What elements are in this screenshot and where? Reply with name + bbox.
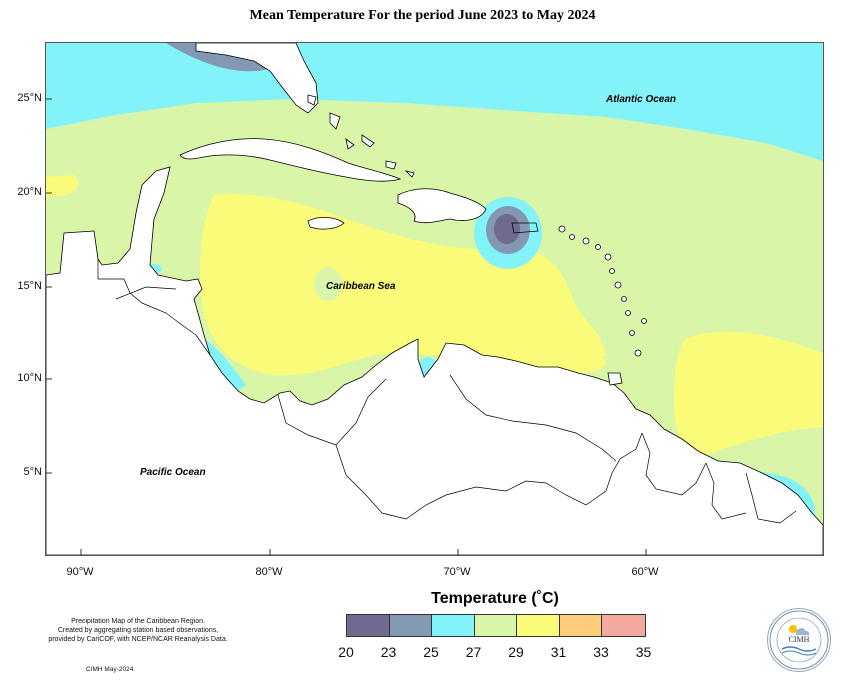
legend-tick-label: 23	[380, 644, 397, 660]
frame-ticks	[46, 98, 647, 555]
land-hispaniola	[397, 188, 487, 224]
contour-29-31-yucatan	[46, 175, 79, 197]
lon-label-80w: 80°W	[255, 566, 283, 578]
label-caribbean-sea: Caribbean Sea	[326, 281, 396, 292]
map-credit: CIMH May-2024	[86, 666, 134, 673]
land-mainland	[46, 166, 823, 555]
lon-label-70w: 70°W	[443, 566, 471, 578]
legend-tick-label: 31	[550, 644, 567, 660]
temperature-map-canvas	[46, 43, 823, 555]
contour-20-23-puerto-rico	[494, 214, 520, 244]
legend-tick-label: 25	[423, 644, 439, 660]
legend-swatch	[474, 615, 517, 636]
legend-tick-label: 33	[593, 644, 609, 660]
land-lesser-antilles	[558, 225, 647, 386]
contour-25-27-atlantic	[46, 43, 823, 161]
legend-tick-label: 35	[635, 644, 652, 660]
label-atlantic-ocean: Atlantic Ocean	[606, 94, 677, 105]
caption-line: Created by aggregating station based obs…	[57, 627, 219, 634]
contour-29-31-antilles	[556, 340, 606, 374]
legend-swatch	[602, 615, 645, 636]
land-florida	[195, 43, 319, 114]
legend-tick-label: 27	[465, 644, 482, 660]
lat-label-15n: 15°N	[17, 280, 42, 292]
lat-label-20n: 20°N	[17, 186, 42, 198]
cimh-logo-icon: CIMH	[767, 608, 831, 672]
land-cuba	[179, 138, 402, 182]
map-title: Mean Temperature For the period June 202…	[249, 8, 596, 23]
contour-29-31-caribbean	[199, 194, 606, 376]
temperature-map	[45, 42, 824, 556]
legend-tick-label: 20	[338, 644, 354, 660]
contour-27-29-hole	[314, 267, 342, 301]
lon-label-60w: 60°W	[631, 566, 659, 578]
label-pacific-ocean: Pacific Ocean	[140, 467, 206, 478]
legend-tick-label: 29	[508, 644, 524, 660]
lat-label-10n: 10°N	[17, 372, 42, 384]
legend-swatch	[432, 615, 475, 636]
legend-swatch	[389, 615, 432, 636]
land-bahamas	[307, 94, 415, 178]
contour-29-31-east	[674, 331, 823, 455]
land-jamaica	[307, 217, 345, 230]
cimh-logo-graphic	[769, 610, 829, 670]
caption-line: provided by CariCOF, with NCEP/NCAR Rean…	[48, 636, 228, 643]
caption-line: Precipitation Map of the Caribbean Regio…	[71, 618, 205, 625]
lon-label-90w: 90°W	[66, 566, 94, 578]
legend-swatch	[559, 615, 602, 636]
logo-text: CIMH	[788, 635, 810, 644]
legend-swatch	[347, 615, 390, 636]
country-borders	[97, 259, 797, 524]
lat-label-25n: 25°N	[17, 92, 42, 104]
lat-label-5n: 5°N	[23, 466, 42, 478]
legend-title: Temperature (˚C)	[431, 590, 559, 607]
land-puerto-rico	[511, 222, 539, 234]
legend-swatch	[517, 615, 560, 636]
legend-colorbar	[346, 614, 646, 637]
map-caption: Precipitation Map of the Caribbean Regio…	[18, 617, 258, 644]
